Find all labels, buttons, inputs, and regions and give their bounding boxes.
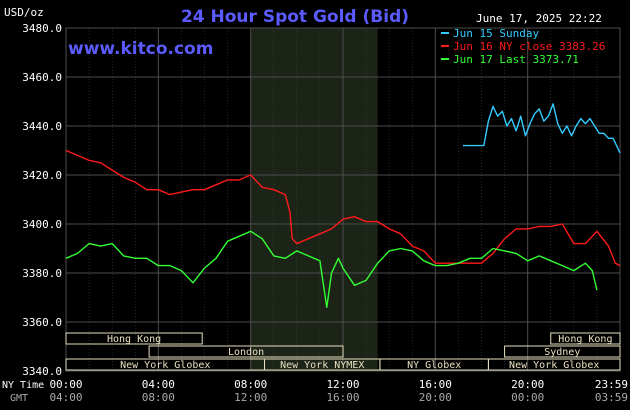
ny-time-tick-label: 12:00 [326, 378, 359, 391]
session-label: Sydney [544, 347, 580, 358]
shade-layer [250, 28, 378, 371]
session-label: London [228, 347, 264, 358]
legend-item-jun17: Jun 17 Last 3373.71 [453, 53, 579, 66]
y-tick-label: 3340.0 [22, 365, 62, 378]
session-bar [65, 332, 203, 345]
x-axis-ticks: 00:0004:0004:0008:0008:0012:0012:0016:00… [49, 378, 628, 404]
y-tick-label: 3440.0 [22, 120, 62, 133]
legend: Jun 15 Sunday Jun 16 NY close 3383.26 Ju… [441, 27, 605, 66]
session-label: NY Globex [407, 360, 461, 371]
session-label: New York NYMEX [280, 360, 364, 371]
y-tick-label: 3380.0 [22, 267, 62, 280]
ny-time-tick-label: 08:00 [234, 378, 267, 391]
session-label: Hong Kong [107, 334, 161, 345]
gmt-tick-label: 08:00 [142, 391, 175, 404]
y-tick-label: 3480.0 [22, 22, 62, 35]
legend-item-jun15: Jun 15 Sunday [453, 27, 539, 40]
ny-time-tick-label: 00:00 [49, 378, 82, 391]
legend-item-jun16: Jun 16 NY close 3383.26 [453, 40, 605, 53]
y-unit-label: USD/oz [4, 6, 44, 19]
series-line-2 [65, 230, 598, 308]
y-tick-label: 3460.0 [22, 71, 62, 84]
y-axis-ticks: 3340.0 3360.0 3380.0 3400.0 3420.0 3440.0 3460… [22, 22, 62, 378]
session-label: New York Globex [509, 360, 599, 371]
nymex-shaded-region [250, 28, 378, 371]
gmt-tick-label: 20:00 [419, 391, 452, 404]
ny-time-tick-label: 04:00 [142, 378, 175, 391]
y-tick-label: 3400.0 [22, 218, 62, 231]
ny-time-tick-label: 20:00 [511, 378, 544, 391]
series-layer [65, 103, 621, 308]
session-label: New York Globex [120, 360, 210, 371]
session-layer: Hong Kong London New York Globex New York N… [65, 332, 621, 371]
gmt-label: GMT [10, 393, 28, 404]
series-line-0 [463, 103, 621, 154]
series-line-1 [65, 149, 621, 267]
gmt-tick-label: 00:00 [511, 391, 544, 404]
gmt-tick-label: 12:00 [234, 391, 267, 404]
grid-layer [65, 27, 621, 372]
y-tick-label: 3360.0 [22, 316, 62, 329]
watermark: www.kitco.com [68, 39, 213, 59]
session-label: Hong Kong [558, 334, 612, 345]
chart-title: 24 Hour Spot Gold (Bid) [181, 7, 409, 27]
session-bar [148, 345, 344, 358]
ny-time-label: NY Time [2, 380, 44, 391]
ny-time-tick-label: 23:59 [595, 378, 628, 391]
gmt-tick-label: 04:00 [49, 391, 82, 404]
gmt-tick-label: 16:00 [326, 391, 359, 404]
timestamp: June 17, 2025 22:22 [476, 12, 602, 25]
ny-time-tick-label: 16:00 [419, 378, 452, 391]
session-bar [550, 332, 621, 345]
session-bar [487, 358, 621, 371]
gmt-tick-label: 03:59 [595, 391, 628, 404]
y-tick-label: 3420.0 [22, 169, 62, 182]
session-bar [504, 345, 621, 358]
